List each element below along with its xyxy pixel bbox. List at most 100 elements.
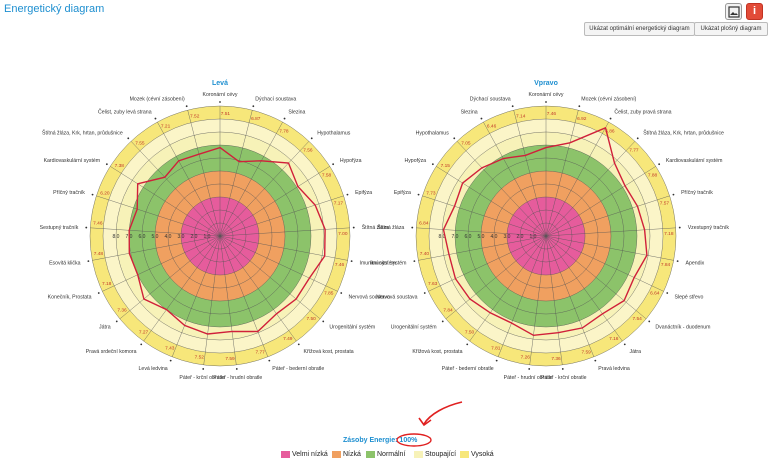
image-icon [728,6,740,18]
axis-label: Nervová soustava [376,295,418,301]
value-label: 7.88 [648,172,658,178]
spoke-marker [202,368,205,370]
value-label: 7.50 [306,316,316,322]
annotation-arrow [423,401,463,425]
value-label: 7.57 [660,201,670,207]
legend-item-normal[interactable]: Normální [366,451,405,458]
grid-spoke [545,235,595,357]
spoke-marker [352,226,355,229]
value-label: 7.52 [190,113,200,119]
value-label: 7.46 [93,220,103,226]
value-label: 7.54 [632,316,642,322]
spoke-marker [97,292,100,294]
legend-item-low[interactable]: Nízká [332,451,361,458]
axis-label: Koronární cévy [203,92,238,98]
axis-label: Páteř - hrudní obratle [213,375,262,381]
axis-label: Játra [99,325,111,331]
value-label: 7.18 [102,281,112,287]
axis-label: Mozek (cévní zásobení) [130,97,185,103]
grid-spoke [545,121,609,237]
axis-label: Konečník, Prostata [48,295,92,301]
legend-swatch [281,451,290,458]
spoke-marker [340,292,343,294]
value-label: 7.14 [516,113,526,119]
legend-item-high[interactable]: Vysoká [460,451,494,458]
axis-label: Hypofýza [340,158,362,164]
grid-spoke [219,121,283,237]
tick-label: 4.0 [165,234,172,240]
legend-item-rising[interactable]: Stoupající [414,451,456,458]
value-label: 7.46 [547,111,557,117]
grid-spoke [545,110,579,237]
tick-label: 8.0 [439,234,446,240]
legend-item-very-low[interactable]: Velmi nízká [281,451,328,458]
value-label: 6.92 [577,116,587,122]
axis-label: Štítná žláza [362,224,389,231]
energy-reserves-value: 100% [399,437,418,444]
spoke-marker [127,137,130,140]
energy-line [128,146,326,335]
grid-spoke [219,227,350,237]
legend-swatch [414,451,423,458]
value-label: 7.27 [139,330,149,336]
grid-spoke [545,235,647,320]
spoke-marker [411,226,414,229]
axis-label: Játra [630,349,642,355]
spoke-marker [283,117,286,120]
energy-line [442,126,648,337]
value-label: 7.40 [420,251,430,257]
spoke-marker [322,320,325,323]
tick-label: 3.0 [504,234,511,240]
value-label: 7.52 [195,355,205,361]
axis-label: Slezina [288,110,305,116]
value-label: 7.36 [551,356,561,362]
axis-label: Páteř - bederní obratle [442,366,494,372]
value-label: 7.58 [322,172,332,178]
spoke-marker [495,359,498,362]
value-label: 6.86 [605,129,615,135]
axis-label: Páteř - bederní obratle [272,366,324,372]
axis-label: Příčný tračník [681,190,713,196]
value-label: 7.16 [609,336,619,342]
legend: Velmi nízká Nízká Normální Stoupající Vy… [0,451,768,461]
value-label: 6.84 [419,220,429,226]
value-label: 7.46 [335,262,345,268]
tick-label: 2.0 [191,234,198,240]
spoke-marker [480,117,483,120]
grid-spoke [456,141,547,237]
axis-label: Nervová soustava [349,295,391,301]
value-label: 7.18 [664,231,674,237]
axis-label: Mozek (cévní zásobení) [581,97,636,103]
tick-label: 3.0 [178,234,185,240]
axis-label: Epifýza [355,190,372,196]
value-label: 6.87 [251,116,261,122]
grid-spoke [545,235,664,292]
info-icon: i [752,5,757,17]
axis-label: Esovitá klička [49,261,81,267]
legend-label: Normální [377,451,406,458]
value-label: 7.17 [334,201,344,207]
axis-label: Vzestupný tračník [688,225,730,231]
info-button[interactable]: i [746,3,763,20]
axis-label: Hypofýza [404,158,426,164]
spoke-marker [636,137,639,140]
spoke-marker [609,117,612,120]
spoke-marker [666,292,669,294]
spoke-marker [511,105,514,108]
spoke-marker [417,193,420,196]
tick-label: 6.0 [139,234,146,240]
value-label: 7.81 [491,346,501,352]
grid-spoke [416,227,547,237]
grid-spoke [219,195,344,237]
value-label: 6.20 [100,190,110,196]
grid-spoke [219,235,297,342]
grid-spoke [102,235,221,292]
grid-spoke [130,141,221,237]
tick-label: 6.0 [465,234,472,240]
image-download-button[interactable] [725,3,742,20]
spoke-marker [578,105,581,108]
value-label: 7.77 [629,148,639,154]
axis-label: Křížová kost, prostata [304,349,354,355]
show-flat-diagram-button[interactable]: Ukázat plošný diagram [694,22,768,36]
grid-spoke [513,110,547,237]
